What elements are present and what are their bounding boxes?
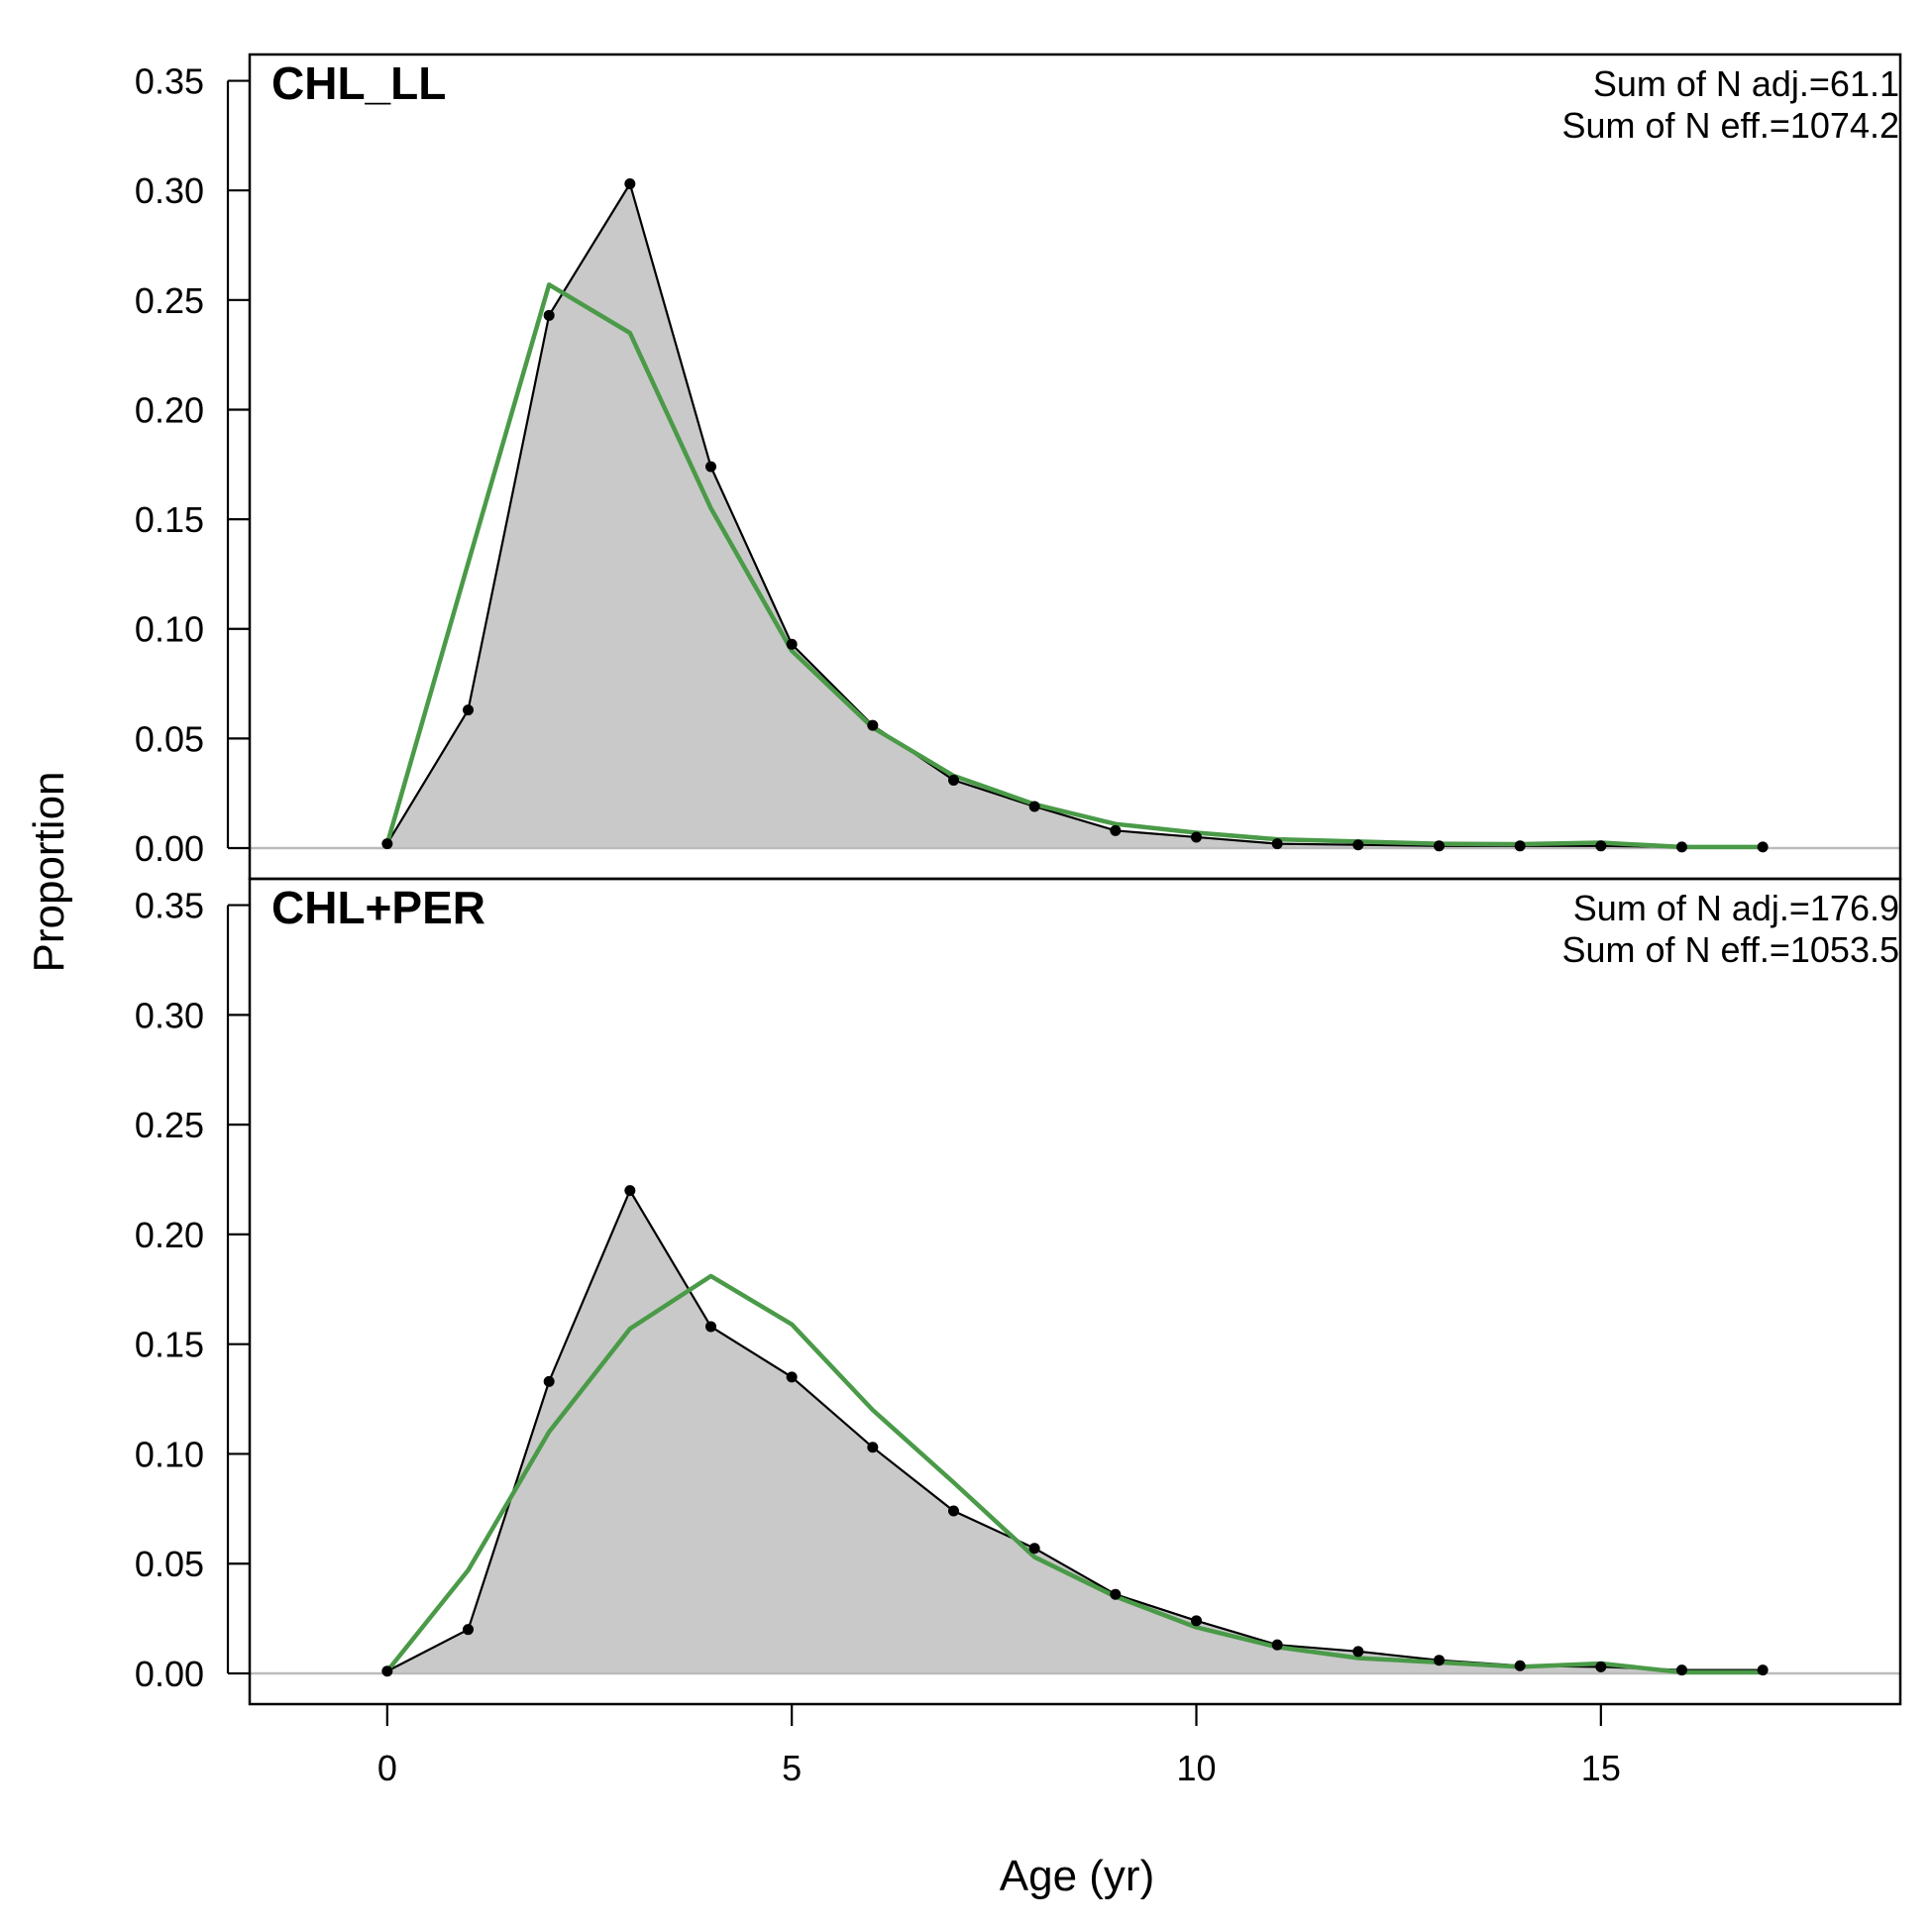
y-tick-label: 0.20 bbox=[135, 1215, 204, 1255]
y-tick-label: 0.10 bbox=[135, 1434, 204, 1474]
observed-point bbox=[463, 1624, 474, 1636]
observed-point bbox=[1595, 840, 1607, 852]
observed-area bbox=[386, 183, 1764, 849]
y-tick-label: 0.05 bbox=[135, 1544, 204, 1584]
observed-point bbox=[1271, 1639, 1283, 1651]
observed-point bbox=[948, 1505, 959, 1517]
x-axis-title: Age (yr) bbox=[1000, 1852, 1154, 1900]
observed-point bbox=[381, 1665, 393, 1677]
observed-point bbox=[1271, 838, 1283, 850]
y-tick-label: 0.15 bbox=[135, 1325, 204, 1365]
panel-stat: Sum of N eff.=1074.2 bbox=[1561, 105, 1899, 146]
panel-label: CHL_LL bbox=[271, 57, 446, 109]
panel-stat: Sum of N eff.=1053.5 bbox=[1561, 929, 1899, 970]
observed-point bbox=[1110, 824, 1122, 836]
observed-point bbox=[786, 638, 798, 650]
x-tick-label: 0 bbox=[377, 1748, 397, 1788]
observed-point bbox=[1595, 1661, 1607, 1672]
y-axis-title: Proportion bbox=[25, 771, 73, 972]
expected-line bbox=[384, 282, 1764, 850]
panel-frame bbox=[248, 877, 1902, 1706]
panel-2: 0.00 0.05 0.10 0.15 0.20 0.25 0.30 0.35 CHL+PER S… bbox=[135, 877, 1902, 1706]
observed-point bbox=[1110, 1588, 1122, 1600]
observed-point bbox=[543, 309, 555, 321]
x-tick-label: 15 bbox=[1581, 1748, 1621, 1788]
y-tick-label: 0.20 bbox=[135, 389, 204, 430]
observed-point bbox=[1191, 831, 1202, 843]
y-tick-label: 0.00 bbox=[135, 828, 204, 869]
observed-point bbox=[1028, 801, 1040, 812]
observed-point bbox=[1757, 841, 1769, 853]
observed-point bbox=[624, 178, 636, 190]
observed-point bbox=[1028, 1543, 1040, 1555]
expected-line bbox=[385, 1273, 1764, 1675]
observed-point bbox=[1757, 1664, 1769, 1676]
observed-point bbox=[624, 1185, 636, 1197]
observed-point bbox=[948, 774, 959, 786]
observed-point bbox=[786, 1371, 798, 1383]
observed-point bbox=[463, 704, 474, 716]
observed-point bbox=[1434, 840, 1445, 852]
observed-point bbox=[1676, 1664, 1687, 1676]
observed-area bbox=[386, 1190, 1764, 1673]
observed-point bbox=[867, 719, 879, 731]
y-tick-label: 0.05 bbox=[135, 718, 204, 759]
y-tick-label: 0.25 bbox=[135, 280, 204, 321]
y-tick-label: 0.25 bbox=[135, 1105, 204, 1145]
observed-point bbox=[1352, 1646, 1364, 1658]
panels: 0.00 0.05 0.10 0.15 0.20 0.25 0.30 0.35 CHL_LL Su… bbox=[135, 53, 1902, 1788]
observed-point bbox=[543, 1375, 555, 1387]
observed-point bbox=[867, 1442, 879, 1453]
observed-point bbox=[1352, 839, 1364, 851]
y-tick-label: 0.35 bbox=[135, 886, 204, 926]
panel-stat: Sum of N adj.=61.1 bbox=[1593, 63, 1899, 104]
x-tick-label: 5 bbox=[782, 1748, 802, 1788]
y-tick-label: 0.10 bbox=[135, 609, 204, 650]
x-axis: 0 5 10 15 bbox=[377, 1704, 1621, 1788]
y-tick-label: 0.15 bbox=[135, 499, 204, 540]
y-tick-label: 0.30 bbox=[135, 170, 204, 211]
panel-stat: Sum of N adj.=176.9 bbox=[1573, 888, 1899, 928]
observed-point bbox=[705, 1321, 716, 1333]
observed-point bbox=[705, 461, 716, 473]
observed-point bbox=[381, 838, 393, 850]
panel-label: CHL+PER bbox=[271, 882, 485, 933]
observed-point bbox=[1514, 1660, 1526, 1671]
panel-1: 0.00 0.05 0.10 0.15 0.20 0.25 0.30 0.35 CHL_LL Su… bbox=[135, 53, 1902, 881]
y-tick-label: 0.30 bbox=[135, 995, 204, 1035]
y-tick-label: 0.35 bbox=[135, 61, 204, 102]
observed-point bbox=[1434, 1655, 1445, 1666]
y-tick-label: 0.00 bbox=[135, 1654, 204, 1694]
observed-point bbox=[1191, 1615, 1202, 1627]
x-tick-label: 10 bbox=[1176, 1748, 1216, 1788]
observed-point bbox=[1676, 841, 1687, 853]
observed-point bbox=[1514, 840, 1526, 852]
